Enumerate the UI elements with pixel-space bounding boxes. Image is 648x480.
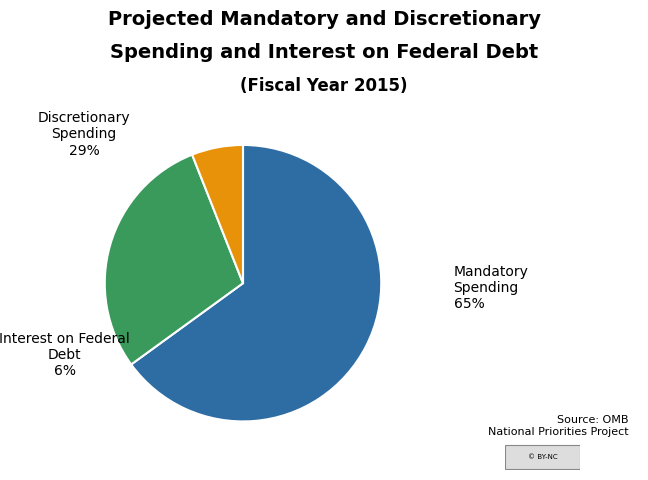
FancyBboxPatch shape — [505, 445, 580, 469]
Text: Projected Mandatory and Discretionary: Projected Mandatory and Discretionary — [108, 10, 540, 29]
Wedge shape — [192, 145, 243, 283]
Wedge shape — [105, 155, 243, 364]
Text: Spending and Interest on Federal Debt: Spending and Interest on Federal Debt — [110, 43, 538, 62]
Text: (Fiscal Year 2015): (Fiscal Year 2015) — [240, 77, 408, 95]
Text: Mandatory
Spending
65%: Mandatory Spending 65% — [454, 265, 529, 311]
Text: Source: OMB
National Priorities Project: Source: OMB National Priorities Project — [488, 415, 629, 437]
Wedge shape — [131, 145, 381, 421]
Text: © BY-NC: © BY-NC — [528, 454, 557, 460]
Text: Discretionary
Spending
29%: Discretionary Spending 29% — [38, 111, 130, 157]
Text: Interest on Federal
Debt
6%: Interest on Federal Debt 6% — [0, 332, 130, 378]
